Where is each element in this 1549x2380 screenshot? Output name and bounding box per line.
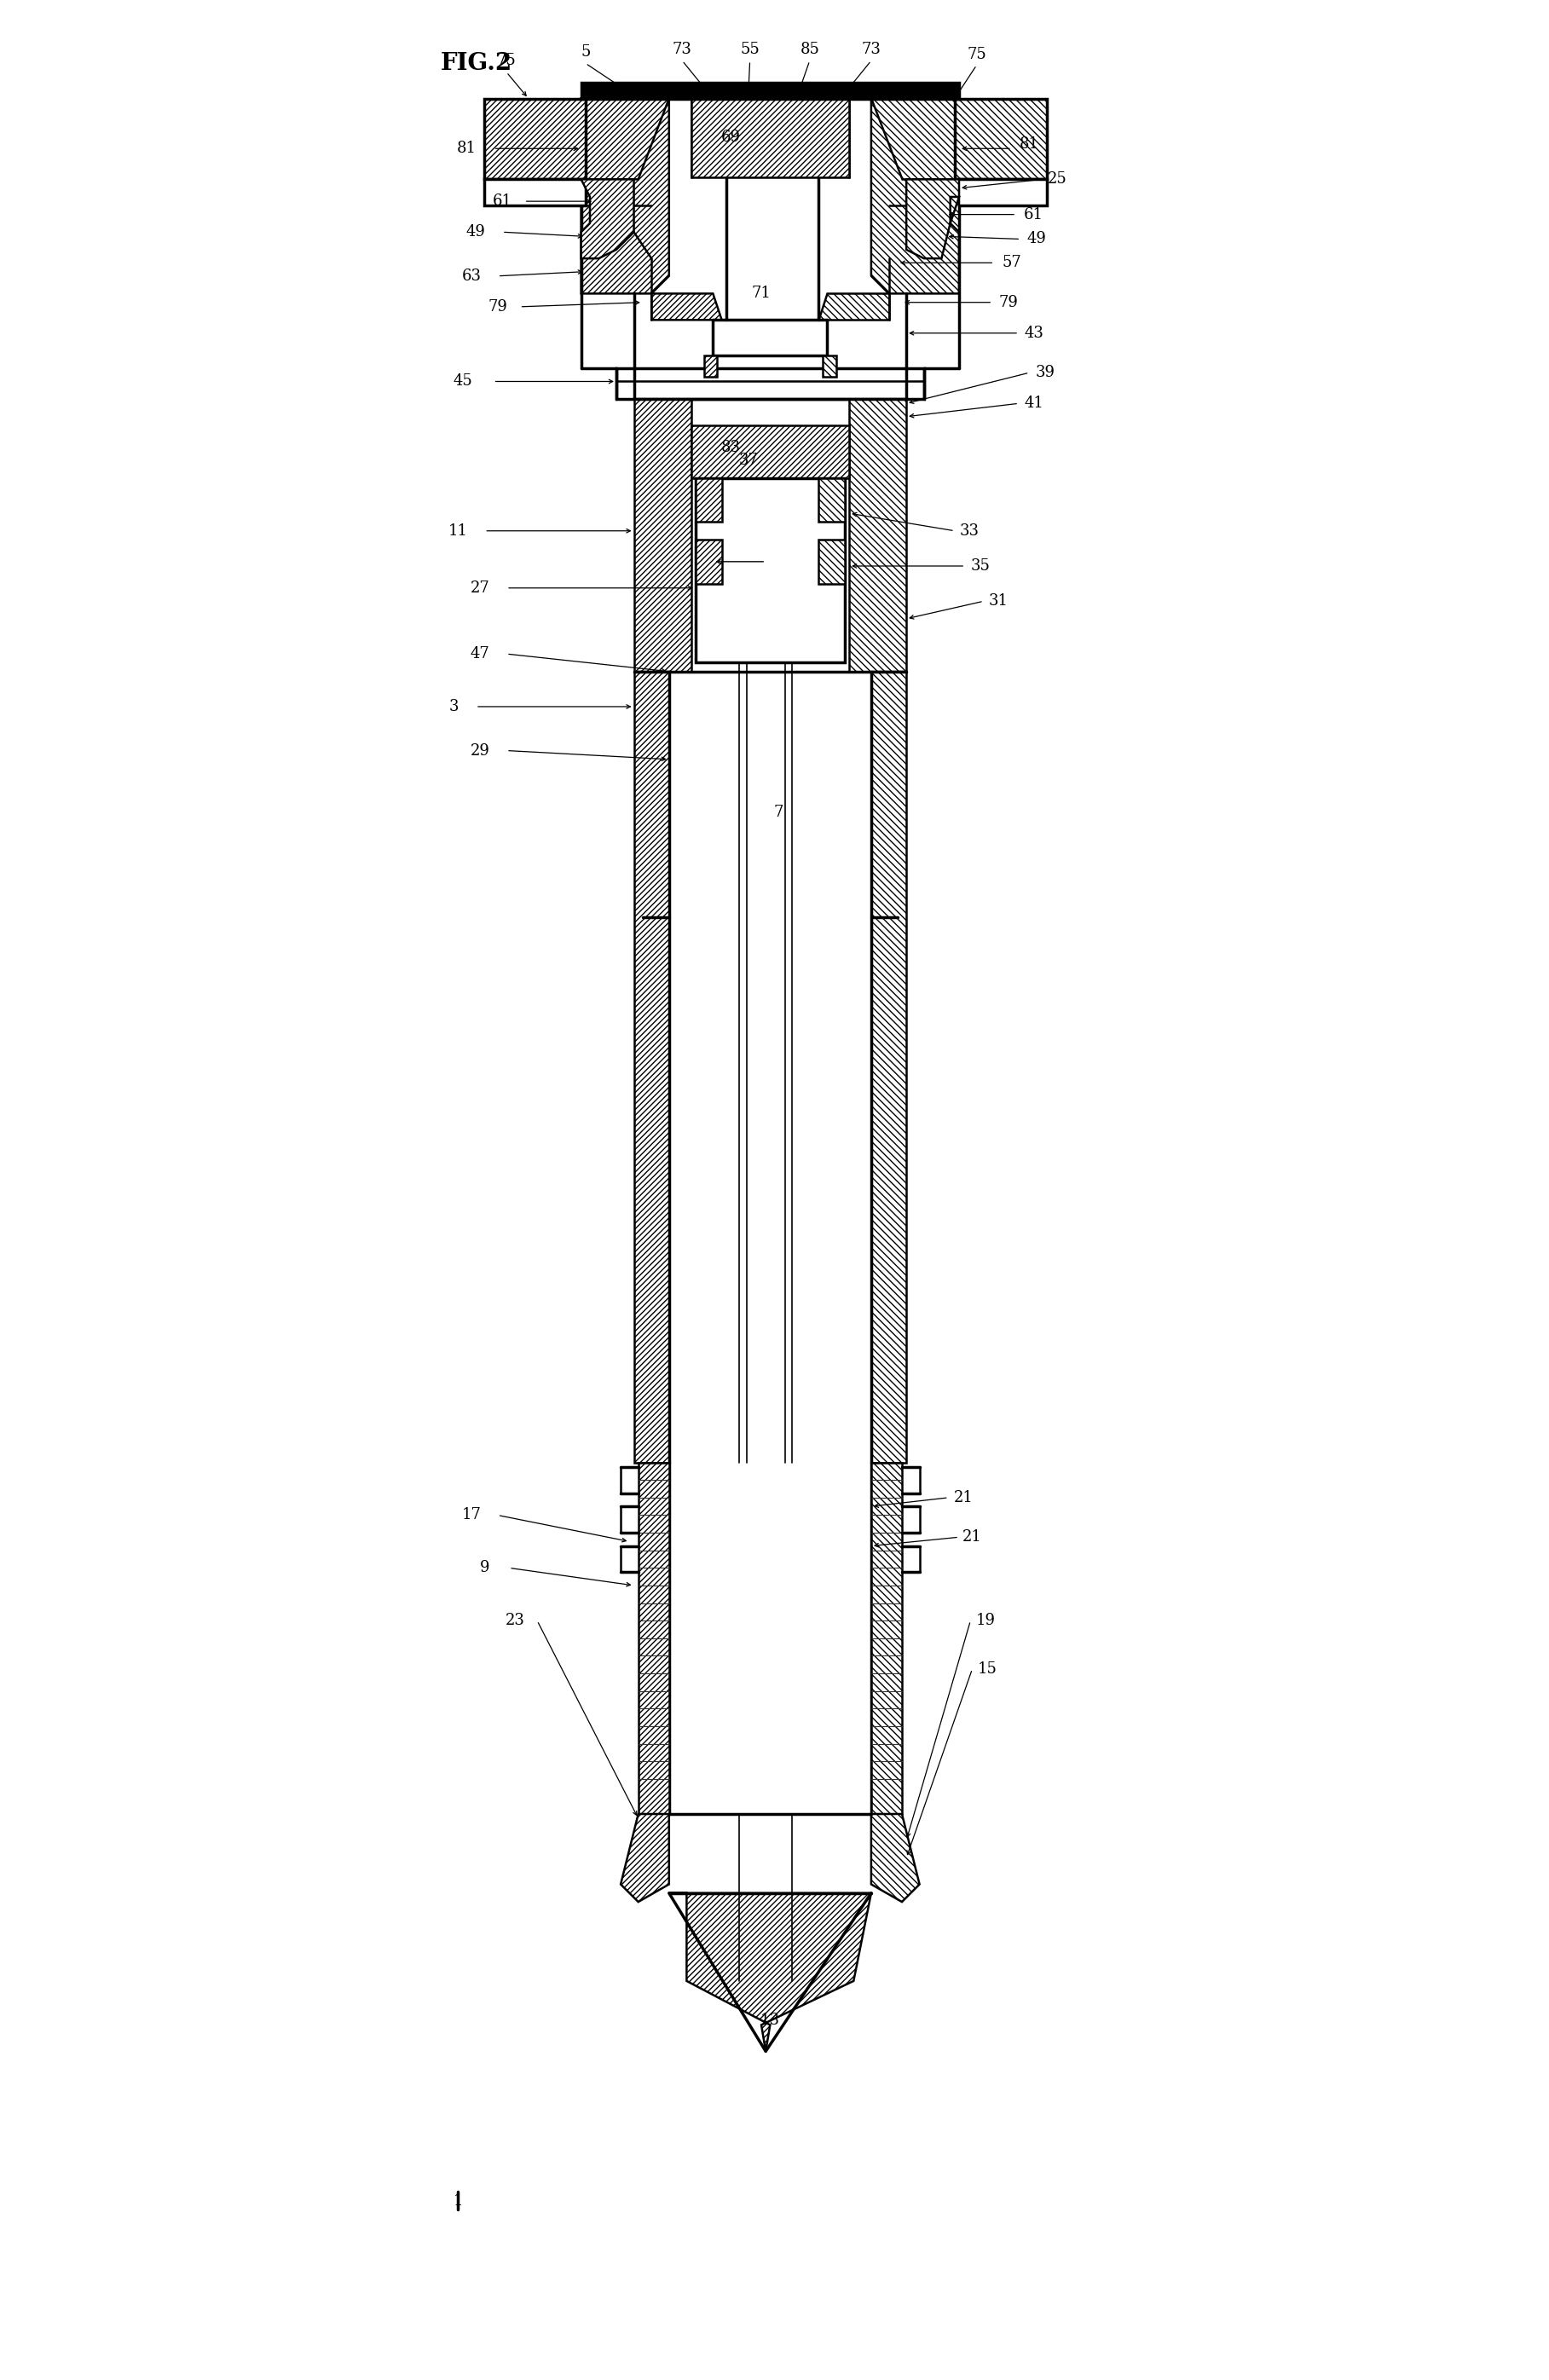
Text: 79: 79 — [999, 295, 1018, 309]
Polygon shape — [634, 671, 669, 1461]
Text: 75: 75 — [497, 52, 516, 69]
Text: 43: 43 — [1024, 326, 1044, 340]
Polygon shape — [634, 400, 691, 671]
Text: 13: 13 — [761, 2013, 779, 2028]
Polygon shape — [954, 178, 1047, 205]
Text: 49: 49 — [1027, 231, 1046, 248]
Text: 11: 11 — [448, 524, 468, 538]
Text: 47: 47 — [471, 647, 489, 662]
Polygon shape — [691, 98, 849, 178]
Polygon shape — [871, 1461, 902, 1814]
Text: 3: 3 — [449, 700, 459, 714]
Polygon shape — [906, 178, 959, 259]
Polygon shape — [638, 1461, 669, 1814]
Text: 21: 21 — [954, 1490, 973, 1504]
Text: 79: 79 — [488, 300, 508, 314]
Text: 57: 57 — [1002, 255, 1021, 271]
Text: 33: 33 — [960, 524, 979, 538]
Text: 81: 81 — [457, 140, 477, 157]
Polygon shape — [696, 478, 844, 662]
Text: 81: 81 — [1019, 136, 1039, 152]
Polygon shape — [581, 98, 669, 178]
Text: 7: 7 — [774, 804, 784, 819]
Text: 29: 29 — [471, 743, 489, 759]
Polygon shape — [691, 426, 849, 478]
Text: 61: 61 — [1024, 207, 1044, 221]
Polygon shape — [581, 98, 669, 293]
Polygon shape — [823, 355, 836, 376]
Text: 23: 23 — [505, 1614, 525, 1628]
Text: 75: 75 — [967, 48, 987, 62]
Polygon shape — [871, 98, 959, 293]
Polygon shape — [617, 369, 923, 400]
Text: 27: 27 — [471, 581, 489, 595]
Text: 1: 1 — [454, 2192, 463, 2209]
Polygon shape — [871, 98, 959, 178]
Text: FIG.2: FIG.2 — [440, 52, 513, 74]
Text: 35: 35 — [970, 559, 990, 574]
Text: 25: 25 — [1047, 171, 1067, 188]
Text: 73: 73 — [861, 40, 881, 57]
Polygon shape — [954, 98, 1047, 178]
Text: 55: 55 — [740, 40, 759, 57]
Polygon shape — [849, 400, 906, 671]
Polygon shape — [818, 540, 844, 583]
Polygon shape — [485, 178, 586, 205]
Polygon shape — [871, 1814, 920, 1902]
Text: 63: 63 — [462, 269, 482, 283]
Text: 31: 31 — [988, 593, 1008, 609]
Text: 19: 19 — [976, 1614, 996, 1628]
Text: 83: 83 — [720, 440, 740, 455]
Text: 41: 41 — [1024, 395, 1044, 412]
Polygon shape — [621, 1814, 669, 1902]
Text: 73: 73 — [672, 40, 692, 57]
Polygon shape — [652, 293, 722, 319]
Text: 49: 49 — [466, 224, 485, 240]
Polygon shape — [669, 1892, 871, 2052]
Text: 5: 5 — [581, 45, 590, 60]
Polygon shape — [818, 478, 844, 521]
Polygon shape — [696, 478, 722, 521]
Text: 21: 21 — [962, 1530, 982, 1545]
Text: 9: 9 — [480, 1561, 489, 1576]
Text: 61: 61 — [493, 193, 511, 209]
Text: 17: 17 — [462, 1507, 482, 1523]
Polygon shape — [485, 98, 586, 178]
Polygon shape — [581, 83, 959, 98]
Text: 37: 37 — [739, 452, 757, 469]
Text: 71: 71 — [751, 286, 771, 302]
Text: 39: 39 — [1035, 364, 1055, 381]
Text: 85: 85 — [799, 40, 819, 57]
Text: 69: 69 — [720, 129, 740, 145]
Polygon shape — [581, 178, 634, 259]
Text: 15: 15 — [977, 1661, 998, 1676]
Polygon shape — [818, 293, 889, 319]
Polygon shape — [871, 671, 906, 1461]
Text: 45: 45 — [452, 374, 472, 388]
Polygon shape — [696, 540, 722, 583]
Polygon shape — [705, 355, 717, 376]
